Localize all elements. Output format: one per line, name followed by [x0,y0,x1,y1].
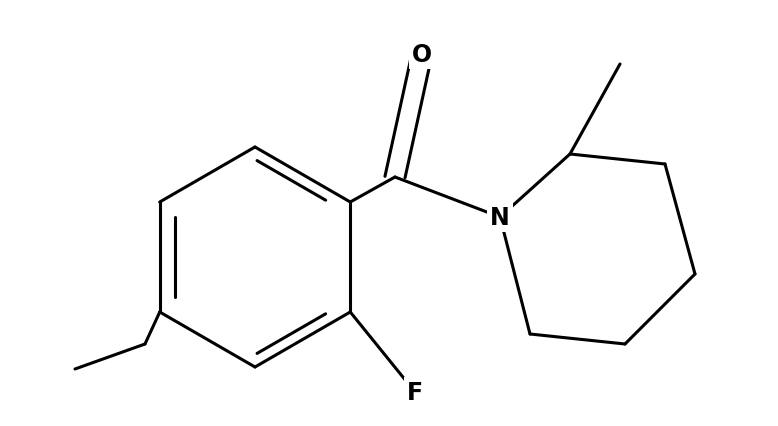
Text: N: N [490,205,510,230]
Text: F: F [407,380,423,404]
Text: O: O [412,43,432,67]
